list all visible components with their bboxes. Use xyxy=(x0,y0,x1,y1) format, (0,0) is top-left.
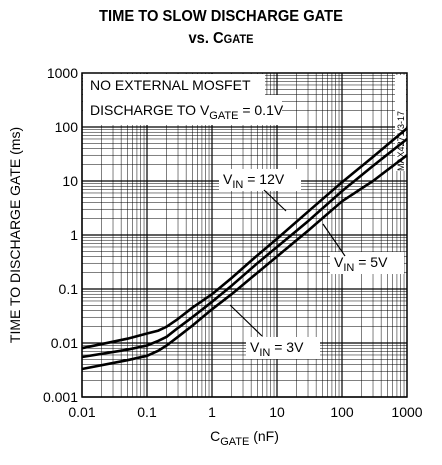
series-line-2 xyxy=(81,137,408,359)
chart-title-line-2: vs. CGATE xyxy=(18,30,425,48)
y-tick-label: 100 xyxy=(55,119,79,135)
series-label-box-1 xyxy=(219,169,301,191)
annotation-box-2 xyxy=(83,95,282,125)
series-line-1 xyxy=(81,127,408,350)
y-tick-label: 10 xyxy=(62,173,78,189)
x-tick-label: 1 xyxy=(208,404,216,420)
series-label-3: VIN = 3V xyxy=(250,339,304,359)
y-tick-label: 0.01 xyxy=(51,335,78,351)
y-axis-label: TIME TO DISCHARGE GATE (ms) xyxy=(7,127,23,343)
series-label-2: VIN = 5V xyxy=(334,254,388,274)
series-line-3 xyxy=(81,154,408,371)
series-pointer-3 xyxy=(229,304,263,337)
series-label-1: VIN = 12V xyxy=(223,171,285,191)
part-number: MAX4271/3-17 xyxy=(396,111,406,171)
y-tick-label: 1 xyxy=(70,227,78,243)
series-label-box-3 xyxy=(246,337,320,359)
plot-frame xyxy=(81,72,408,398)
chart-title-line-2-main: vs. C xyxy=(188,30,224,47)
series-pointer-1 xyxy=(263,189,287,212)
series-label-box-2 xyxy=(330,252,404,274)
annotation-discharge-target: DISCHARGE TO VGATE = 0.1V xyxy=(90,102,284,122)
chart-title-line-2-sub: GATE xyxy=(223,32,254,46)
y-tick-label: 0.001 xyxy=(43,389,78,405)
x-tick-label: 0.1 xyxy=(137,404,157,420)
x-tick-label: 0.01 xyxy=(68,404,95,420)
x-axis-label: CGATE (nF) xyxy=(210,428,279,448)
annotation-box-1 xyxy=(83,74,265,95)
x-tick-label: 1000 xyxy=(391,404,422,420)
y-tick-label: 0.1 xyxy=(59,281,79,297)
y-tick-label: 1000 xyxy=(47,65,78,81)
x-tick-label: 100 xyxy=(330,404,354,420)
chart-title-line-1: TIME TO SLOW DISCHARGE GATE xyxy=(99,8,343,25)
x-tick-label: 10 xyxy=(269,404,285,420)
annotation-no-external-mosfet: NO EXTERNAL MOSFET xyxy=(90,77,251,93)
series-pointer-2 xyxy=(322,223,346,257)
part-number-box xyxy=(395,75,406,171)
